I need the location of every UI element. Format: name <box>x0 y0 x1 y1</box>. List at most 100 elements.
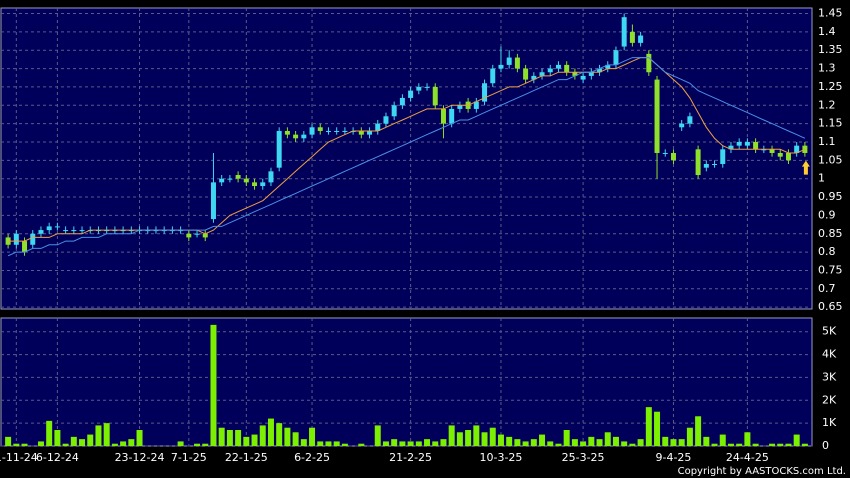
volume-bar <box>194 443 201 446</box>
candle-body <box>703 164 709 168</box>
candle-body <box>679 123 685 128</box>
volume-bar <box>267 418 274 446</box>
x-tick-label: 6-2-25 <box>294 451 330 464</box>
candle-body <box>276 130 282 168</box>
candle-body <box>210 182 216 220</box>
volume-bar <box>325 441 332 446</box>
candle-body <box>391 105 397 117</box>
candle-body <box>252 182 258 187</box>
volume-bar <box>432 441 439 446</box>
candle-body <box>523 68 529 80</box>
candle-body <box>670 152 676 161</box>
candle-body <box>293 134 299 139</box>
volume-bar <box>514 439 521 446</box>
volume-bar <box>128 439 135 446</box>
candle-body <box>243 178 249 183</box>
volume-tick-label: 3K <box>822 370 837 383</box>
volume-bar <box>374 425 381 446</box>
volume-bar <box>678 439 685 446</box>
volume-bar <box>769 443 776 446</box>
candle-body <box>416 86 422 91</box>
volume-bar <box>539 434 546 446</box>
volume-bar <box>522 441 529 446</box>
volume-bar <box>341 443 348 446</box>
volume-bar <box>777 443 784 446</box>
candle-body <box>662 152 668 154</box>
candle-body <box>654 79 660 153</box>
y-tick-label: 1.15 <box>818 117 843 130</box>
candle-body <box>432 86 438 106</box>
candle-body <box>777 152 783 157</box>
volume-bar <box>711 443 718 446</box>
candle-body <box>588 72 594 76</box>
candle-body <box>334 130 340 132</box>
volume-bar <box>333 441 340 446</box>
x-tick-label: 10-3-25 <box>479 451 522 464</box>
candle-body <box>325 130 331 132</box>
candle-body <box>695 149 701 176</box>
candle-body <box>424 86 430 88</box>
volume-bar <box>276 423 283 446</box>
y-tick-label: 1.05 <box>818 153 843 166</box>
volume-bar <box>54 430 61 446</box>
volume-bar <box>727 443 734 446</box>
volume-bar <box>111 443 118 446</box>
candle-body <box>514 57 520 69</box>
candle-body <box>383 116 389 124</box>
volume-bar <box>309 427 316 446</box>
y-tick-label: 1.1 <box>818 135 836 148</box>
candle-body <box>597 68 603 73</box>
candle-body <box>613 50 619 65</box>
candle-body <box>638 35 644 43</box>
volume-bar <box>292 432 299 446</box>
candle-body <box>482 83 488 102</box>
volume-bar <box>670 439 677 446</box>
y-tick-label: 0.65 <box>818 300 843 313</box>
volume-bar <box>284 427 291 446</box>
volume-bar <box>621 441 628 446</box>
y-tick-label: 1.25 <box>818 80 843 93</box>
volume-bar <box>654 411 661 446</box>
x-tick-label: 6-12-24 <box>36 451 79 464</box>
candle-body <box>367 130 373 135</box>
candle-body <box>13 233 19 245</box>
volume-bar <box>136 430 143 446</box>
candle-body <box>399 97 405 106</box>
y-tick-label: 1.3 <box>818 62 836 75</box>
candle-body <box>46 226 52 231</box>
candle-body <box>744 141 750 146</box>
copyright: Copyright by AASTOCKS.com Ltd. <box>678 466 846 477</box>
volume-bar <box>744 432 751 446</box>
volume-bar <box>612 436 619 446</box>
volume-bar <box>177 441 184 446</box>
volume-bar <box>629 443 636 446</box>
candle-body <box>761 149 767 151</box>
candle-body <box>473 101 479 109</box>
candle-body <box>621 17 627 47</box>
volume-bar <box>563 430 570 446</box>
volume-bar <box>391 439 398 446</box>
candle-body <box>572 72 578 76</box>
volume-bar <box>736 443 743 446</box>
candle-body <box>284 130 290 135</box>
volume-bar <box>235 430 242 446</box>
candle-body <box>449 108 455 124</box>
candle-body <box>605 64 611 69</box>
moving-average-line <box>7 57 806 257</box>
volume-bar <box>210 324 217 446</box>
candle-body <box>555 64 561 69</box>
volume-bar <box>662 436 669 446</box>
volume-bar <box>637 439 644 446</box>
x-tick-label: 22-1-25 <box>225 451 268 464</box>
candle-body <box>202 233 208 238</box>
candle-body <box>753 141 759 150</box>
y-tick-label: 0.85 <box>818 227 843 240</box>
candle-body <box>301 134 307 139</box>
candle-body <box>440 108 446 124</box>
candle-body <box>687 116 693 124</box>
volume-bar <box>62 443 69 446</box>
candle-body <box>268 171 274 183</box>
candle-body <box>30 233 36 245</box>
volume-bar <box>407 441 414 446</box>
volume-bar <box>481 432 488 446</box>
